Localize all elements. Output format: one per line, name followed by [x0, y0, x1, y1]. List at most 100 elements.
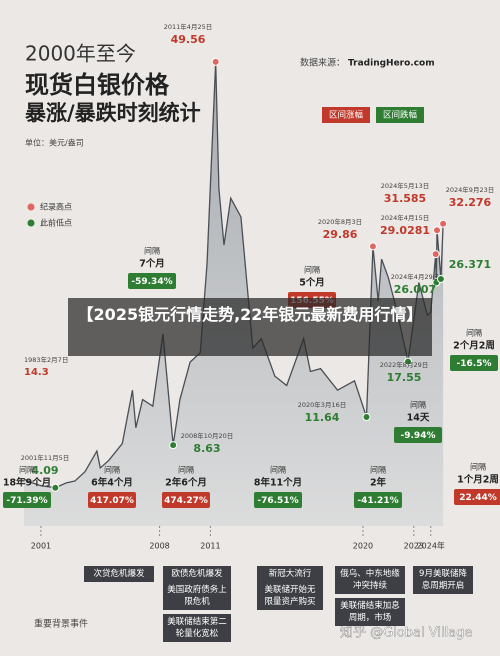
interval-duration: 7个月	[139, 258, 165, 270]
x-tick-label: 2023	[404, 542, 424, 551]
x-tick-label: 2011	[200, 542, 220, 551]
x-tick-label: 2020	[353, 542, 373, 551]
legend-label: 区间跌幅	[383, 110, 418, 121]
event: 次贷危机爆发	[84, 566, 154, 582]
point	[433, 226, 442, 235]
point	[404, 357, 413, 366]
interval-duration: 8年11个月	[254, 477, 302, 489]
point-date: 2024年4月15日	[381, 213, 429, 222]
events-heading: 重要背景事件	[34, 618, 88, 630]
interval-label: 间隔	[304, 266, 320, 275]
point	[211, 57, 220, 66]
point-date: 2011年4月25日	[164, 22, 212, 31]
interval-box	[394, 427, 442, 443]
interval-box	[454, 489, 500, 505]
interval-label: 间隔	[144, 247, 160, 256]
interval-duration: 14天	[407, 413, 430, 424]
point	[51, 483, 60, 492]
interval-box	[254, 492, 302, 508]
point-date: 2022年8月29日	[380, 360, 428, 369]
interval-duration: 5个月	[299, 277, 325, 289]
interval-change: 22.44%	[459, 493, 497, 503]
interval-box	[354, 492, 402, 508]
interval-change: -59.34%	[131, 277, 172, 287]
x-tick-label: 2008	[149, 542, 169, 551]
point-date: 2020年3月16日	[298, 400, 346, 409]
point-value: 29.86	[323, 228, 358, 241]
event: 9月美联储降息周期开启	[413, 566, 473, 594]
source: TradingHero.com	[348, 59, 435, 69]
unit: 单位：美元/盎司	[25, 138, 84, 148]
point-value: 17.55	[387, 371, 422, 384]
point-value: 26.007	[394, 283, 436, 296]
point-date: 2001年11月5日	[21, 453, 69, 462]
event: 美联储开始无限量资产购买	[257, 582, 323, 610]
interval-change: -76.51%	[257, 496, 298, 506]
interval-label: 间隔	[466, 329, 482, 338]
legend-dot	[27, 219, 35, 227]
point-value: 11.64	[305, 411, 340, 424]
event: 新冠大流行	[257, 566, 323, 582]
event: 俄乌、中东地缘冲突持续	[335, 566, 405, 594]
point-value: 8.63	[193, 442, 220, 455]
x-tick-label: 2024年	[417, 541, 445, 551]
point	[439, 219, 448, 228]
interval-box	[3, 492, 51, 508]
interval-change: -41.21%	[357, 496, 398, 506]
point-date: 2024年5月13日	[381, 181, 429, 190]
point	[368, 242, 377, 251]
interval-change: -71.39%	[6, 496, 47, 506]
point-date: 2020年8月3日	[318, 217, 362, 226]
interval-change: 417.07%	[90, 496, 134, 506]
interval-label: 间隔	[270, 466, 286, 475]
point-date: 2024年4月29日	[391, 272, 439, 281]
interval-label: 间隔	[370, 466, 386, 475]
watermark: 知乎 @Global Village	[340, 625, 472, 641]
interval-box	[88, 492, 136, 508]
point-value: 32.276	[449, 196, 492, 209]
point	[436, 275, 445, 284]
point-value: 26.371	[449, 258, 491, 271]
interval-label: 间隔	[19, 466, 35, 475]
event: 美联储结束加息周期，市场	[335, 598, 405, 626]
legend-dot	[27, 203, 35, 211]
side-value: 14.3	[24, 367, 49, 378]
point	[431, 250, 440, 259]
legend-label: 区间涨幅	[329, 110, 364, 121]
overlay-title: 【2025银元行情走势,22年银元最新费用行情】	[68, 298, 432, 356]
legend-rise	[322, 107, 370, 123]
x-tick-label: 2001	[31, 542, 51, 551]
interval-label: 间隔	[178, 466, 194, 475]
interval-box	[128, 273, 176, 289]
point-value: 4.09	[31, 464, 58, 477]
event: 美国政府债务上限危机	[163, 582, 231, 610]
interval-duration: 2个月2周	[453, 340, 495, 352]
interval-box	[162, 492, 210, 508]
interval-change: 474.27%	[164, 496, 208, 506]
legend-fall	[376, 107, 424, 123]
title: 现货白银价格	[25, 71, 170, 99]
title: 2000年至今	[25, 42, 136, 66]
event: 美联储结束第二轮量化宽松	[163, 614, 231, 642]
point	[169, 441, 178, 450]
interval-label: 间隔	[104, 466, 120, 475]
point-value: 31.585	[384, 192, 426, 205]
interval-label: 间隔	[410, 401, 426, 410]
side-date: 1983年2月7日	[24, 355, 68, 364]
interval-change: -9.94%	[401, 431, 436, 441]
point-date: 2008年10月20日	[181, 431, 234, 440]
point	[362, 412, 371, 421]
legend-label: 此前低点	[40, 218, 72, 228]
source-label: 数据来源：	[300, 57, 345, 69]
interval-duration: 1个月2周	[457, 474, 499, 486]
point-date: 2024年9月23日	[446, 185, 494, 194]
title: 暴涨/暴跌时刻统计	[25, 101, 201, 125]
interval-box	[450, 355, 498, 371]
interval-duration: 2年	[370, 477, 387, 489]
interval-duration: 6年4个月	[91, 477, 133, 489]
event: 欧债危机爆发	[163, 566, 231, 582]
point-value: 29.0281	[380, 224, 430, 237]
area	[24, 61, 444, 527]
legend-label: 纪录高点	[40, 202, 72, 212]
